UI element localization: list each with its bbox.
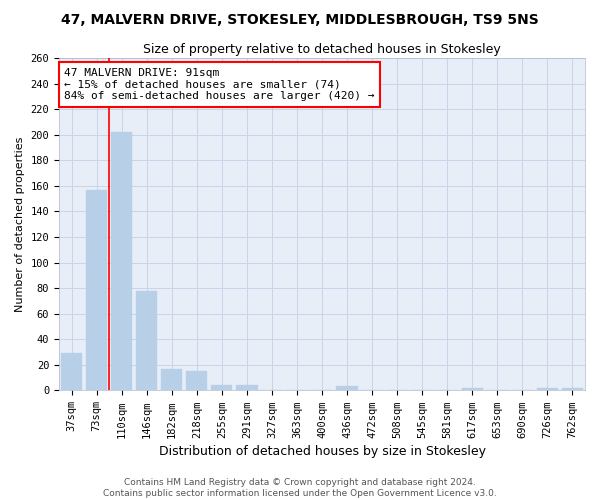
X-axis label: Distribution of detached houses by size in Stokesley: Distribution of detached houses by size … bbox=[158, 444, 485, 458]
Bar bbox=[136, 290, 157, 390]
Bar bbox=[562, 388, 583, 390]
Bar bbox=[186, 371, 208, 390]
Text: Contains HM Land Registry data © Crown copyright and database right 2024.
Contai: Contains HM Land Registry data © Crown c… bbox=[103, 478, 497, 498]
Bar bbox=[86, 190, 107, 390]
Bar bbox=[61, 354, 82, 391]
Y-axis label: Number of detached properties: Number of detached properties bbox=[15, 136, 25, 312]
Bar bbox=[537, 388, 558, 390]
Text: 47 MALVERN DRIVE: 91sqm
← 15% of detached houses are smaller (74)
84% of semi-de: 47 MALVERN DRIVE: 91sqm ← 15% of detache… bbox=[64, 68, 375, 101]
Text: 47, MALVERN DRIVE, STOKESLEY, MIDDLESBROUGH, TS9 5NS: 47, MALVERN DRIVE, STOKESLEY, MIDDLESBRO… bbox=[61, 12, 539, 26]
Bar bbox=[236, 385, 257, 390]
Bar bbox=[161, 368, 182, 390]
Title: Size of property relative to detached houses in Stokesley: Size of property relative to detached ho… bbox=[143, 42, 501, 56]
Bar bbox=[111, 132, 132, 390]
Bar bbox=[337, 386, 358, 390]
Bar bbox=[461, 388, 483, 390]
Bar bbox=[211, 385, 232, 390]
